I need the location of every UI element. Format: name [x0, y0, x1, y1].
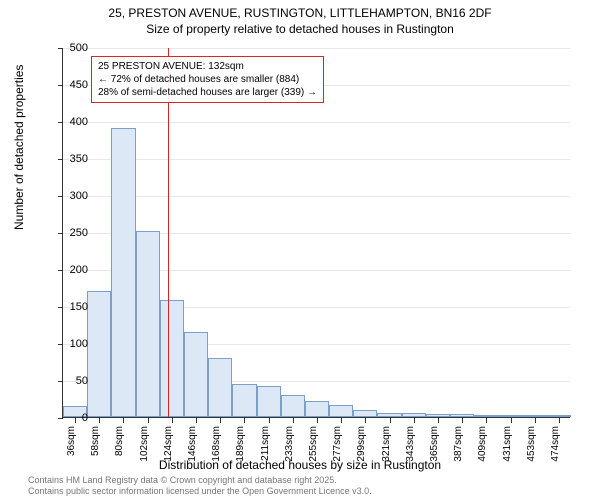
gridline: [63, 159, 570, 160]
gridline: [63, 196, 570, 197]
x-tick-mark: [511, 418, 512, 423]
x-tick-mark: [365, 418, 366, 423]
annotation-line: ← 72% of detached houses are smaller (88…: [98, 73, 317, 86]
x-tick-mark: [486, 418, 487, 423]
x-tick-mark: [148, 418, 149, 423]
y-axis-label: Number of detached properties: [12, 65, 26, 230]
title-line-1: 25, PRESTON AVENUE, RUSTINGTON, LITTLEHA…: [0, 6, 600, 22]
histogram-bar: [474, 415, 498, 417]
x-tick-mark: [293, 418, 294, 423]
footer-line-1: Contains HM Land Registry data © Crown c…: [28, 475, 372, 486]
x-tick-mark: [220, 418, 221, 423]
plot-area: 25 PRESTON AVENUE: 132sqm← 72% of detach…: [62, 48, 570, 418]
gridline: [63, 48, 570, 49]
histogram-bar: [111, 128, 135, 417]
x-tick-mark: [559, 418, 560, 423]
y-tick-label: 250: [48, 227, 88, 239]
x-tick-mark: [123, 418, 124, 423]
y-tick-label: 0: [48, 412, 88, 424]
reference-line: [168, 48, 169, 417]
y-tick-label: 400: [48, 116, 88, 128]
histogram-bar: [402, 413, 426, 417]
histogram-bar: [377, 413, 401, 417]
x-tick-mark: [244, 418, 245, 423]
histogram-bar: [498, 415, 522, 417]
annotation-line: 28% of semi-detached houses are larger (…: [98, 86, 317, 99]
histogram-bar: [305, 401, 329, 417]
plot: 25 PRESTON AVENUE: 132sqm← 72% of detach…: [62, 48, 570, 418]
y-tick-label: 50: [48, 375, 88, 387]
histogram-bar: [353, 410, 377, 417]
x-tick-mark: [196, 418, 197, 423]
histogram-bar: [329, 405, 353, 417]
chart-container: 25, PRESTON AVENUE, RUSTINGTON, LITTLEHA…: [0, 0, 600, 500]
histogram-bar: [450, 414, 474, 417]
x-tick-mark: [99, 418, 100, 423]
x-tick-mark: [390, 418, 391, 423]
y-tick-label: 100: [48, 338, 88, 350]
x-tick-mark: [317, 418, 318, 423]
histogram-bar: [184, 332, 208, 417]
x-tick-mark: [438, 418, 439, 423]
y-tick-label: 200: [48, 264, 88, 276]
histogram-bar: [208, 358, 232, 417]
y-tick-label: 300: [48, 190, 88, 202]
y-tick-label: 150: [48, 301, 88, 313]
y-tick-label: 500: [48, 42, 88, 54]
title-line-2: Size of property relative to detached ho…: [0, 22, 600, 38]
y-tick-label: 450: [48, 79, 88, 91]
histogram-bar: [257, 386, 281, 417]
x-tick-mark: [341, 418, 342, 423]
histogram-bar: [547, 415, 571, 417]
x-tick-mark: [269, 418, 270, 423]
chart-title: 25, PRESTON AVENUE, RUSTINGTON, LITTLEHA…: [0, 0, 600, 37]
attribution-footer: Contains HM Land Registry data © Crown c…: [28, 475, 372, 497]
histogram-bar: [523, 415, 547, 417]
x-tick-mark: [172, 418, 173, 423]
footer-line-2: Contains public sector information licen…: [28, 486, 372, 497]
gridline: [63, 122, 570, 123]
y-tick-label: 350: [48, 153, 88, 165]
x-tick-mark: [414, 418, 415, 423]
histogram-bar: [426, 414, 450, 417]
histogram-bar: [136, 231, 160, 417]
annotation-line: 25 PRESTON AVENUE: 132sqm: [98, 60, 317, 73]
histogram-bar: [232, 384, 256, 417]
histogram-bar: [160, 300, 184, 417]
histogram-bar: [281, 395, 305, 417]
histogram-bar: [87, 291, 111, 417]
x-tick-mark: [462, 418, 463, 423]
x-tick-mark: [535, 418, 536, 423]
annotation-box: 25 PRESTON AVENUE: 132sqm← 72% of detach…: [91, 56, 324, 103]
